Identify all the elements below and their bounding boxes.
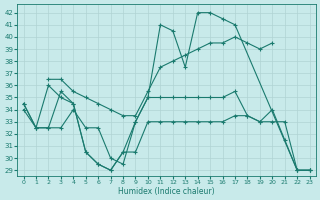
X-axis label: Humidex (Indice chaleur): Humidex (Indice chaleur) [118,187,215,196]
